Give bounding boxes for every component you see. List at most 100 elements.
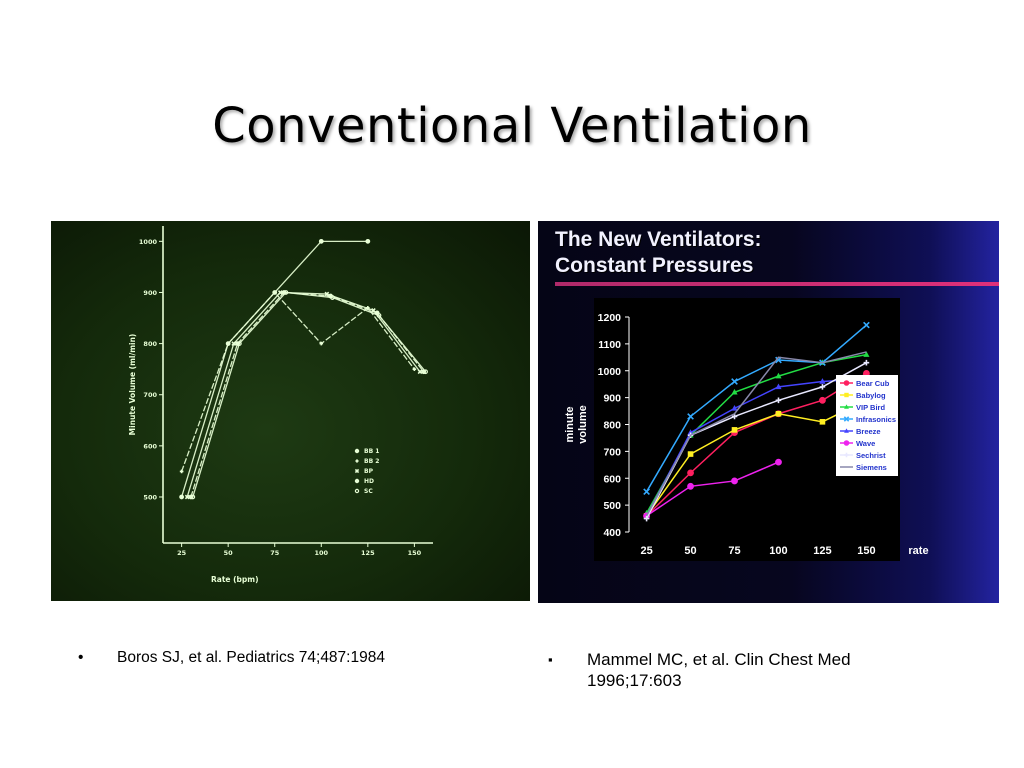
data-point [687,482,694,490]
heading-divider [555,282,999,286]
x-tick-label: 100 [769,545,787,557]
data-point [687,451,694,457]
data-point [412,367,417,371]
data-point [863,351,870,357]
legend-box [836,375,898,476]
square-bullet-icon: ▪ [548,652,553,667]
right-chart-heading-line-2: Constant Pressures [555,254,754,277]
series-line [645,351,867,517]
series-line [645,324,867,493]
x-tick-label: 75 [270,549,280,557]
y-tick-label: 500 [603,500,621,512]
data-point [417,369,423,375]
right-chart-heading: The New Ventilators: Constant Pressures [555,227,762,279]
legend-marker [354,448,360,454]
y-tick-label: 400 [603,527,621,539]
data-point [863,321,870,329]
data-point [190,494,196,500]
legend-label: Sechrist [856,451,886,460]
legend-marker [843,380,850,386]
x-tick-label: 100 [314,549,328,557]
data-point [226,341,230,346]
y-tick-label: 900 [603,393,621,405]
x-tick-label: 25 [640,545,652,557]
series-line [190,291,425,498]
x-tick-label: 25 [177,549,187,557]
series-line [646,372,867,517]
legend-marker [843,416,850,422]
data-point [731,427,738,433]
legend-marker [844,428,849,433]
data-point [819,378,826,384]
left-chart-figure: 500 600 700 800 900 1000 25 50 75 100 125 150 Rate (… [51,221,530,601]
x-tick-label: 50 [684,545,696,557]
series-line [192,291,427,498]
x-axis-label: Rate (bpm) [211,575,259,584]
series-line [180,240,368,498]
y-tick-label: 800 [603,420,621,432]
data-point [775,458,782,466]
bullet-icon: • [78,649,84,666]
x-tick-label: 125 [813,545,831,557]
legend-label: VIP Bird [856,403,885,412]
reference-left-text: Boros SJ, et al. Pediatrics 74;487:1984 [117,649,385,666]
data-point [731,405,738,411]
y-tick-label: 600 [143,442,157,450]
data-point [283,290,289,295]
legend-marker [844,452,849,458]
data-point [643,515,650,522]
series-line [645,399,867,517]
y-tick-label: 600 [603,473,621,485]
data-point [231,341,237,346]
series-line [646,461,779,517]
y-tick-label: 1100 [598,339,621,351]
legend-marker [354,468,360,474]
data-point [236,341,242,346]
series-line [181,291,415,472]
reference-right-text: Mammel MC, et al. Clin Chest Med 1996;17… [587,650,851,690]
y-tick-label: 1000 [598,366,622,378]
y-axis-label: minute [564,406,576,442]
data-point [365,238,371,244]
data-point [687,413,694,420]
data-point [731,378,738,385]
legend-label: Wave [856,439,875,448]
data-point [731,477,738,485]
x-tick-label: 125 [361,549,375,557]
legend-label: BB 1 [364,448,379,455]
y-tick-label: 1000 [139,238,158,246]
data-point [376,313,382,318]
y-axis-label: Minute Volume (ml/min) [128,334,137,436]
legend-label: BB 2 [364,458,379,465]
data-point [319,341,324,346]
left-line-chart: 500 600 700 800 900 1000 25 50 75 100 125 150 Rate (… [128,226,433,584]
legend-label: SC [364,488,373,495]
series-line [186,291,421,498]
data-point [731,388,738,395]
right-line-chart: 400 500 600 700 800 900 1000 1100 1200 25 50 75 100 1… [564,312,929,557]
legend-marker [844,404,849,409]
slide-title: Conventional Ventilation [212,98,812,154]
data-point [775,410,782,417]
data-point [819,419,826,425]
legend-marker [355,459,359,463]
x-axis-label: rate [908,545,928,557]
data-point [863,359,870,366]
x-tick-label: 50 [224,549,234,557]
data-point [179,469,184,474]
y-axis-label: volume [577,405,589,444]
data-point [775,372,782,379]
x-tick-label: 75 [728,545,740,557]
y-tick-label: 1200 [598,312,622,324]
legend-label: Breeze [856,427,881,436]
data-point [318,238,324,244]
x-tick-label: 150 [857,545,875,557]
y-tick-label: 900 [143,289,157,297]
legend-label: Bear Cub [856,379,890,388]
data-point [184,494,190,500]
legend-label: BP [364,468,374,475]
legend-label: Infrasonics [856,415,896,424]
right-chart-figure: The New Ventilators: Constant Pressures … [538,221,999,603]
y-tick-label: 800 [143,340,157,348]
y-tick-label: 700 [603,446,621,458]
